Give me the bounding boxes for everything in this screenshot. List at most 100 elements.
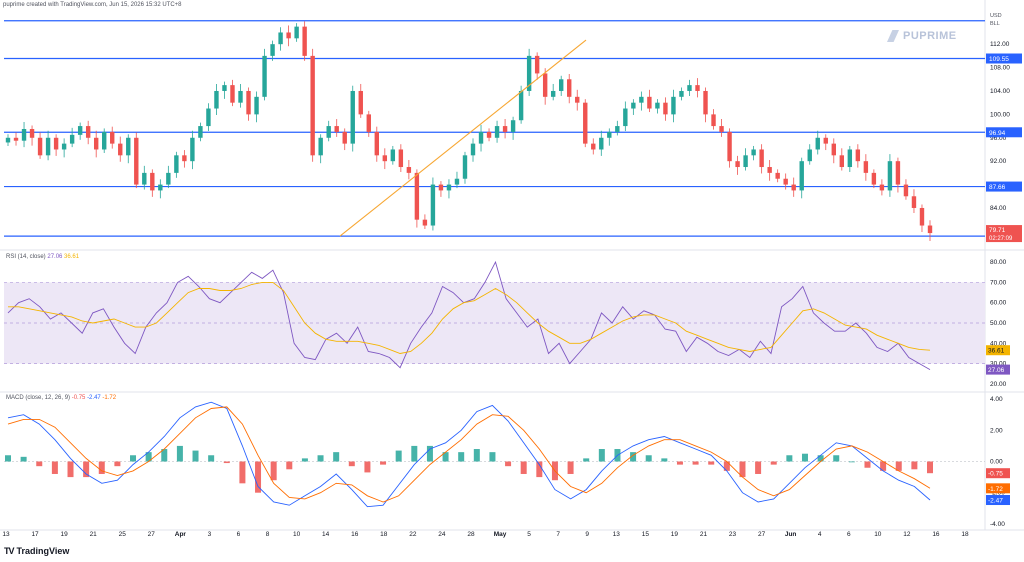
candle-body xyxy=(855,149,861,162)
candle-body xyxy=(350,90,355,144)
level-price-text: 87.66 xyxy=(989,184,1006,191)
candle-body xyxy=(775,172,780,179)
candle-body xyxy=(815,137,820,150)
candle-body xyxy=(534,55,540,74)
candle-body xyxy=(390,149,396,162)
time-tick-label: 22 xyxy=(409,531,417,538)
time-tick-label: 6 xyxy=(237,531,241,538)
rsi-value: 27.06 xyxy=(47,254,63,260)
candle-body xyxy=(414,172,420,220)
macd-tick-label: 4.00 xyxy=(990,396,1003,403)
time-tick-label: 21 xyxy=(90,531,98,538)
currency-label: USD BLL xyxy=(990,12,1002,28)
candle-body xyxy=(334,126,339,132)
macd-hist-bar xyxy=(67,461,74,478)
macd-hist-bar xyxy=(317,455,324,462)
candle-body xyxy=(583,102,588,144)
candle-body xyxy=(118,143,123,156)
macd-hist-bar xyxy=(161,449,168,462)
rsi-legend[interactable]: RSI (14, close) 27.06 36.61 xyxy=(6,254,79,260)
candle-body xyxy=(85,126,91,138)
rsi-tick-label: 40.00 xyxy=(990,340,1007,347)
candle-body xyxy=(759,149,764,168)
candle-body xyxy=(246,90,251,115)
time-tick-label: 10 xyxy=(874,531,882,538)
macd-hist-bar xyxy=(598,449,605,462)
macd-hist-bar xyxy=(239,461,246,484)
candle-body xyxy=(318,137,323,156)
macd-hist-bar xyxy=(801,453,808,462)
candle-body xyxy=(310,55,315,156)
time-tick-label: 16 xyxy=(351,531,359,538)
candle-body xyxy=(567,79,572,97)
rsi-tick-label: 70.00 xyxy=(990,279,1007,286)
candle-body xyxy=(703,90,708,115)
candle-body xyxy=(142,172,147,185)
candle-body xyxy=(254,96,259,115)
candle-body xyxy=(29,129,35,138)
rsi-value-tag-text: 27.06 xyxy=(988,367,1005,374)
macd-hist-bar xyxy=(192,450,199,462)
time-tick-label: 19 xyxy=(671,531,679,538)
candle-body xyxy=(462,155,468,179)
time-tick-label: 8 xyxy=(266,531,270,538)
macd-hist-bar xyxy=(208,455,215,462)
price-tick-label: 108.00 xyxy=(990,65,1010,72)
candle-body xyxy=(639,96,644,103)
macd-hist-bar xyxy=(98,461,105,474)
macd-hist-bar xyxy=(848,461,855,463)
candle-body xyxy=(358,90,363,115)
candle-body xyxy=(510,120,516,132)
price-axis: 84.0088.0092.0096.00100.00104.00108.0011… xyxy=(986,41,1022,528)
level-price-text: 96.94 xyxy=(989,130,1006,137)
trendline xyxy=(339,39,587,237)
signal-line xyxy=(7,406,931,503)
macd-hist-bar xyxy=(176,445,183,462)
macd-hist-bar xyxy=(505,461,512,467)
candle-body xyxy=(134,137,139,185)
macd-legend[interactable]: MACD (close, 12, 26, 9) -0.75 -2.47 -1.7… xyxy=(6,395,116,401)
candle-body xyxy=(398,149,404,168)
candle-body xyxy=(430,184,436,226)
price-tick-label: 96.00 xyxy=(990,135,1007,142)
candle-body xyxy=(550,90,556,97)
candle-body xyxy=(663,102,668,115)
macd-hist-bar xyxy=(348,461,355,467)
candle-body xyxy=(615,126,620,132)
macd-hist-bar xyxy=(442,452,449,462)
candle-body xyxy=(37,137,43,156)
macd-hist-bar xyxy=(473,449,480,462)
time-tick-label: 3 xyxy=(208,531,212,538)
candle-body xyxy=(286,32,291,39)
tradingview-logo[interactable]: TV TradingView xyxy=(4,546,69,556)
macd-hist-bar xyxy=(723,461,730,471)
level-price-text: 109.55 xyxy=(989,56,1009,63)
macd-hist-bar xyxy=(676,461,683,465)
macd-hist-bar xyxy=(301,458,308,462)
macd-tick-label: 0.00 xyxy=(990,459,1003,466)
macd-hist-bar xyxy=(114,461,121,467)
macd-hist-bar xyxy=(739,461,746,478)
macd-hist-bar xyxy=(223,461,230,464)
candle-body xyxy=(607,131,612,138)
candle-body xyxy=(198,126,203,138)
candle-body xyxy=(783,178,788,185)
last-price-tag xyxy=(986,225,1022,243)
candle-body xyxy=(687,85,692,91)
candle-body xyxy=(502,126,508,132)
candle-body xyxy=(77,126,83,135)
candle-body xyxy=(174,155,179,173)
macd-hist-bar xyxy=(692,461,699,465)
candle-body xyxy=(214,90,219,109)
rsi-tick-label: 30.00 xyxy=(990,361,1007,368)
candle-body xyxy=(438,184,444,191)
signal-tag xyxy=(986,483,1010,494)
candle-body xyxy=(93,137,99,150)
candle-body xyxy=(831,143,836,156)
time-tick-label: Jun xyxy=(785,531,797,538)
macd-hist-bar xyxy=(567,461,574,474)
currency-code: USD xyxy=(990,13,1002,19)
macd-hist-bar xyxy=(880,461,887,471)
time-tick-label: 14 xyxy=(322,531,330,538)
